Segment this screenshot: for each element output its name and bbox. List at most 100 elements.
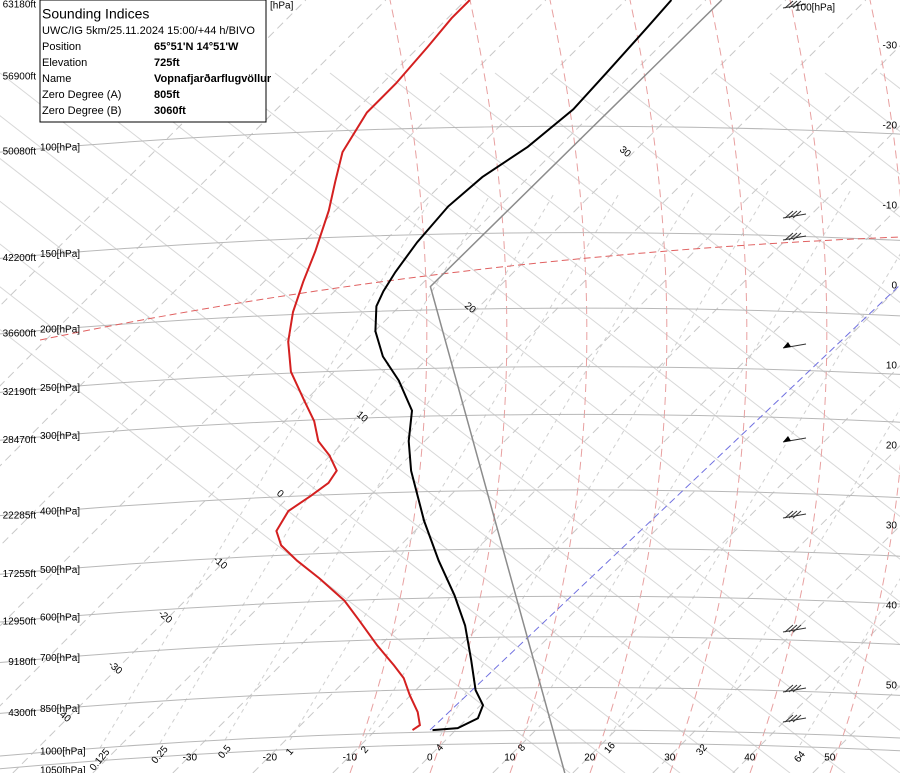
wind-barb-staff xyxy=(782,717,807,723)
dry-adiabat xyxy=(604,72,900,304)
isobar xyxy=(0,125,900,153)
dry-adiabat xyxy=(0,115,846,773)
right-tick-label: 50 xyxy=(886,680,898,691)
dry-adiabat xyxy=(0,243,681,773)
dry-adiabat xyxy=(0,72,900,773)
wind-barb-feather xyxy=(788,714,798,723)
isobar xyxy=(0,687,900,714)
info-value: 65°51'N 14°51'W xyxy=(154,41,239,53)
dry-adiabat xyxy=(329,72,900,517)
mixing-ratio-label: 16 xyxy=(602,740,618,756)
curve-layer xyxy=(275,0,807,773)
mixing-ratio-label: 0.5 xyxy=(216,743,234,761)
info-box: Sounding Indices UWC/IG 5km/25.11.2024 1… xyxy=(39,0,272,123)
right-isobar-label: 100[hPa] xyxy=(795,3,835,14)
adiabat-label: -20 xyxy=(156,608,174,626)
altitude-label: 63180ft xyxy=(3,0,37,10)
altitude-label: 42200ft xyxy=(3,253,37,264)
mixing-ratio-label: 2 xyxy=(359,744,371,756)
wind-barb-feather xyxy=(788,684,798,693)
mixing-ratio-line xyxy=(609,253,900,737)
mixing-ratio-label: 4 xyxy=(434,742,446,754)
wind-barb-feather xyxy=(788,210,798,219)
altitude-label: 50080ft xyxy=(3,147,37,158)
info-key: Elevation xyxy=(42,57,87,69)
x-tick-label: 20 xyxy=(584,753,596,764)
isobar-label: 300[hPa] xyxy=(40,431,80,442)
info-key: Zero Degree (A) xyxy=(42,89,121,101)
mixing-ratio-line xyxy=(521,187,853,737)
isotherm-extra xyxy=(0,0,387,387)
adiabat-label: 30 xyxy=(617,144,633,160)
mixing-ratio-line xyxy=(701,408,900,739)
wind-barb-feather xyxy=(784,232,794,241)
isobar-label: 500[hPa] xyxy=(40,565,80,576)
dry-adiabat xyxy=(0,329,571,773)
wind-barb-staff xyxy=(782,235,807,241)
altitude-label: 22285ft xyxy=(3,510,37,521)
adiabat-label: -30 xyxy=(106,659,124,677)
wind-barb-staff xyxy=(782,627,807,633)
isotherm xyxy=(412,285,900,773)
wind-barb-feather xyxy=(788,624,798,633)
isobar xyxy=(0,595,900,623)
isotherm-extra xyxy=(0,0,627,627)
dry-adiabat xyxy=(659,72,900,261)
wind-barb-staff xyxy=(782,213,807,219)
altitude-label: 28470ft xyxy=(3,435,37,446)
wind-barb-staff xyxy=(782,3,807,9)
altitude-label: 4300ft xyxy=(8,708,36,719)
moist-adiabat xyxy=(669,0,748,773)
isobar-label: 250[hPa] xyxy=(40,383,80,394)
info-key: Zero Degree (B) xyxy=(42,105,121,117)
info-value: Vopnafjarðarflugvöllur xyxy=(154,73,272,85)
wind-barb-pennant xyxy=(783,342,791,348)
right-tick-label: -20 xyxy=(883,120,898,131)
x-tick-label: 0 xyxy=(427,753,433,764)
wind-barb-feather xyxy=(792,0,802,9)
isotherm xyxy=(492,365,900,773)
sounding-curve xyxy=(275,0,471,731)
moist-adiabat xyxy=(589,0,668,773)
adiabat-label: 20 xyxy=(462,300,478,316)
mixing-ratio-line xyxy=(289,191,621,741)
moist-adiabat xyxy=(749,0,828,773)
isobar-label: 1050[hPa] xyxy=(40,765,86,773)
isotherm-extra xyxy=(0,0,707,707)
moist-adiabat xyxy=(829,0,900,773)
mixing-ratio-line xyxy=(99,199,431,749)
moist-adiabat xyxy=(349,0,428,773)
altitude-label: 17255ft xyxy=(3,569,37,580)
isotherm-extra xyxy=(0,0,307,307)
altitude-label: 56900ft xyxy=(3,71,37,82)
x-tick-label: 40 xyxy=(744,753,756,764)
wind-barb-feather xyxy=(792,714,802,723)
right-tick-label: 20 xyxy=(886,440,898,451)
dry-adiabat xyxy=(164,72,900,646)
moist-adiabat xyxy=(509,0,588,773)
wind-barb-feather xyxy=(788,0,798,9)
right-tick-label: -10 xyxy=(883,200,898,211)
x-tick-label: 50 xyxy=(824,753,836,764)
wind-barb-staff xyxy=(782,687,807,693)
dry-adiabat xyxy=(274,72,900,560)
moist-adiabat xyxy=(429,0,508,773)
top-isobar-label: [hPa] xyxy=(270,1,294,12)
sounding-curve xyxy=(374,0,673,732)
isobar-label: 400[hPa] xyxy=(40,506,80,517)
x-tick-label: -10 xyxy=(343,753,358,764)
x-tick-label: 10 xyxy=(504,753,516,764)
right-tick-label: 30 xyxy=(886,520,898,531)
isobar-label: 100[hPa] xyxy=(40,143,80,154)
info-title: Sounding Indices xyxy=(42,6,149,22)
isobar-label: 1000[hPa] xyxy=(40,747,86,758)
isobar-label: 150[hPa] xyxy=(40,249,80,260)
wind-barb-feather xyxy=(792,624,802,633)
mixing-ratio-label: 0.25 xyxy=(150,744,171,766)
dry-adiabat xyxy=(54,72,900,731)
isotherm-extra xyxy=(0,0,467,467)
isobar xyxy=(0,729,900,757)
dry-adiabat xyxy=(0,200,736,773)
